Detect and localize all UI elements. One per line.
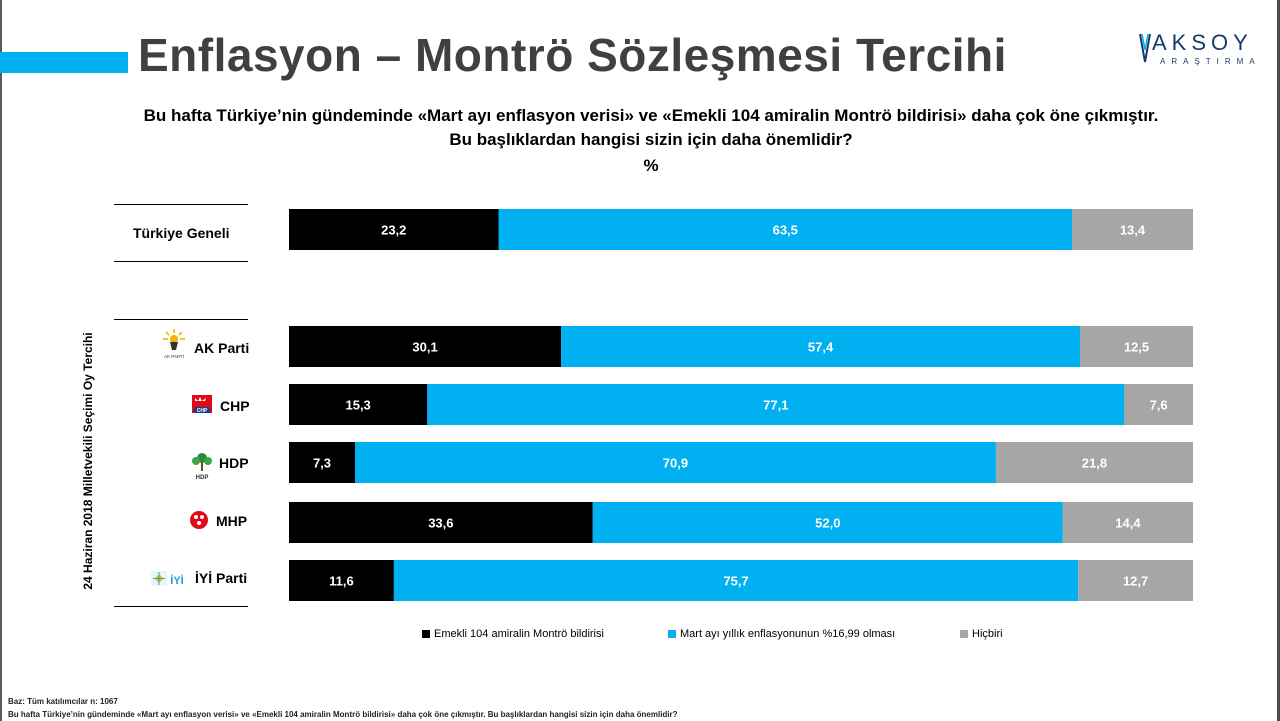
- legend-swatch-inflation: [668, 630, 676, 638]
- page-title: Enflasyon – Montrö Sözleşmesi Tercihi: [138, 29, 1007, 81]
- bar-mhp-montro: [289, 502, 593, 543]
- bar-chp-inflation: [427, 384, 1125, 425]
- question-line-1: Bu hafta Türkiye’nin gündeminde «Mart ay…: [143, 106, 1159, 125]
- data-label-mhp-none: 14,4: [1115, 516, 1141, 531]
- hdp-logo-icon: HDP: [189, 451, 215, 486]
- bar-overall-none: [1071, 209, 1193, 250]
- bar-iyi-montro: [289, 560, 394, 601]
- bar-hdp-none: [995, 442, 1193, 483]
- slide-left-border: [0, 0, 2, 721]
- slide-right-border: [1277, 0, 1280, 721]
- data-label-chp-inflation: 77,1: [763, 398, 788, 413]
- logo-wordmark: AKSOY: [1152, 30, 1253, 55]
- divider-overall-bottom: [114, 261, 248, 262]
- bar-iyi-inflation: [393, 560, 1079, 601]
- divider-parties-top: [114, 319, 248, 320]
- divider-top: [114, 204, 248, 205]
- bar-overall-montro: [289, 209, 499, 250]
- bar-akp-none: [1080, 326, 1193, 367]
- row-label-overall: Türkiye Geneli: [133, 225, 230, 241]
- aksoy-logo: AKSOY ARAŞTIRMA: [1138, 30, 1264, 68]
- bar-akp-montro: [289, 326, 562, 367]
- legend-label-inflation: Mart ayı yıllık enflasyonunun %16,99 olm…: [680, 628, 896, 640]
- data-label-overall-inflation: 63,5: [773, 223, 798, 238]
- legend-item-montro: Emekli 104 amiralin Montrö bildirisi: [422, 628, 604, 640]
- row-label-iyi: İYİ Parti: [195, 570, 248, 586]
- bar-mhp-inflation: [592, 502, 1063, 543]
- legend-swatch-none: [960, 630, 968, 638]
- bar-mhp-none: [1062, 502, 1193, 543]
- chp-logo-icon: CHP: [191, 394, 213, 421]
- hdp-logo-text: HDP: [196, 475, 209, 481]
- bar-overall-inflation: [498, 209, 1072, 250]
- bar-chp-montro: [289, 384, 428, 425]
- title-accent-bar: [0, 52, 128, 73]
- footnote-question: Bu hafta Türkiye’nin gündeminde «Mart ay…: [8, 710, 678, 719]
- divider-parties-bottom: [114, 606, 248, 607]
- bar-hdp-montro: [289, 442, 355, 483]
- data-label-hdp-none: 21,8: [1082, 456, 1107, 471]
- data-label-iyi-inflation: 75,7: [723, 574, 748, 589]
- data-label-mhp-inflation: 52,0: [815, 516, 840, 531]
- data-label-mhp-montro: 33,6: [428, 516, 453, 531]
- question-line-2: Bu başlıklardan hangisi sizin için daha …: [449, 130, 853, 149]
- legend-label-montro: Emekli 104 amiralin Montrö bildirisi: [434, 628, 604, 640]
- data-label-iyi-montro: 11,6: [329, 574, 354, 589]
- mhp-logo-icon: [189, 510, 209, 535]
- data-label-iyi-none: 12,7: [1123, 574, 1148, 589]
- legend-item-none: Hiçbiri: [960, 628, 1003, 640]
- iyi-logo-text: İYİ: [170, 574, 183, 587]
- unit-label: %: [643, 156, 659, 175]
- logo-subtitle: ARAŞTIRMA: [1160, 57, 1261, 66]
- legend-label-none: Hiçbiri: [972, 628, 1003, 640]
- survey-question: Bu hafta Türkiye’nin gündeminde «Mart ay…: [0, 104, 1280, 152]
- data-label-akp-inflation: 57,4: [808, 340, 834, 355]
- data-label-hdp-inflation: 70,9: [663, 456, 688, 471]
- row-label-chp: CHP: [220, 398, 250, 414]
- data-label-akp-montro: 30,1: [412, 340, 437, 355]
- bar-chp-none: [1124, 384, 1193, 425]
- bar-hdp-inflation: [354, 442, 996, 483]
- data-label-chp-montro: 15,3: [345, 398, 370, 413]
- akp-logo-text: AK PARTİ: [164, 353, 184, 359]
- data-label-hdp-montro: 7,3: [313, 456, 331, 471]
- svg-text:CHP: CHP: [197, 408, 208, 414]
- iyi-logo-icon: İYİ: [151, 569, 187, 594]
- bar-akp-inflation: [561, 326, 1080, 367]
- data-label-overall-none: 13,4: [1120, 223, 1146, 238]
- data-label-overall-montro: 23,2: [381, 223, 406, 238]
- data-label-akp-none: 12,5: [1124, 340, 1149, 355]
- legend-swatch-montro: [422, 630, 430, 638]
- akp-logo-icon: AK PARTİ: [160, 328, 188, 365]
- data-label-chp-none: 7,6: [1150, 398, 1168, 413]
- row-label-mhp: MHP: [216, 513, 248, 529]
- footnote-base: Baz: Tüm katılımcılar n: 1067: [8, 697, 118, 706]
- aksoy-logo-icon: [1139, 33, 1151, 63]
- legend-item-inflation: Mart ayı yıllık enflasyonunun %16,99 olm…: [668, 628, 895, 640]
- bar-iyi-none: [1078, 560, 1193, 601]
- row-label-hdp: HDP: [219, 455, 249, 471]
- row-label-akp: AK Parti: [194, 340, 250, 356]
